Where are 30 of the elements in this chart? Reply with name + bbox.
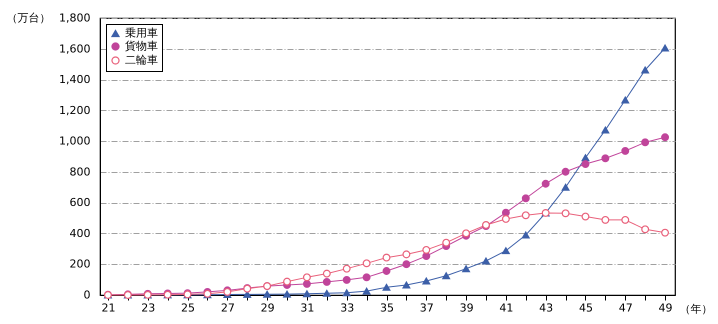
x-tick-label: 45 <box>578 302 593 314</box>
x-tick-label: 47 <box>618 302 633 314</box>
y-tick-label: 600 <box>70 196 90 210</box>
legend-label: 貨物車 <box>125 40 158 52</box>
x-tick-label: 43 <box>539 302 554 314</box>
x-tick-label: 29 <box>260 302 275 314</box>
x-tick-label: 25 <box>181 302 196 314</box>
x-tick-label: 41 <box>499 302 514 314</box>
y-tick-label: 200 <box>70 258 90 271</box>
x-tick-label: 39 <box>460 302 474 314</box>
y-tick-label: 400 <box>70 226 90 240</box>
y-axis-title: （万台） <box>6 12 50 24</box>
x-tick-label: 27 <box>220 302 235 314</box>
legend-label: 二輪車 <box>125 54 158 66</box>
y-tick-label: 1,400 <box>59 73 90 86</box>
legend-label: 乗用車 <box>125 26 158 40</box>
x-tick-label: 23 <box>141 302 156 314</box>
x-tick-label: 31 <box>300 302 314 314</box>
x-tick-label: 49 <box>658 302 673 314</box>
x-axis-title: （年） <box>680 302 712 316</box>
y-tick-label: 1,200 <box>59 104 90 117</box>
y-tick-label: 1,600 <box>59 42 90 56</box>
y-tick-label: 1,800 <box>59 12 90 24</box>
x-tick-label: 37 <box>420 302 434 314</box>
x-tick-label: 35 <box>380 302 394 314</box>
x-tick-label: 33 <box>340 302 354 314</box>
x-tick-label: 21 <box>101 302 116 314</box>
y-tick-label: 800 <box>70 165 90 178</box>
y-tick-label: 0 <box>84 288 90 302</box>
y-tick-label: 1,000 <box>59 134 90 148</box>
